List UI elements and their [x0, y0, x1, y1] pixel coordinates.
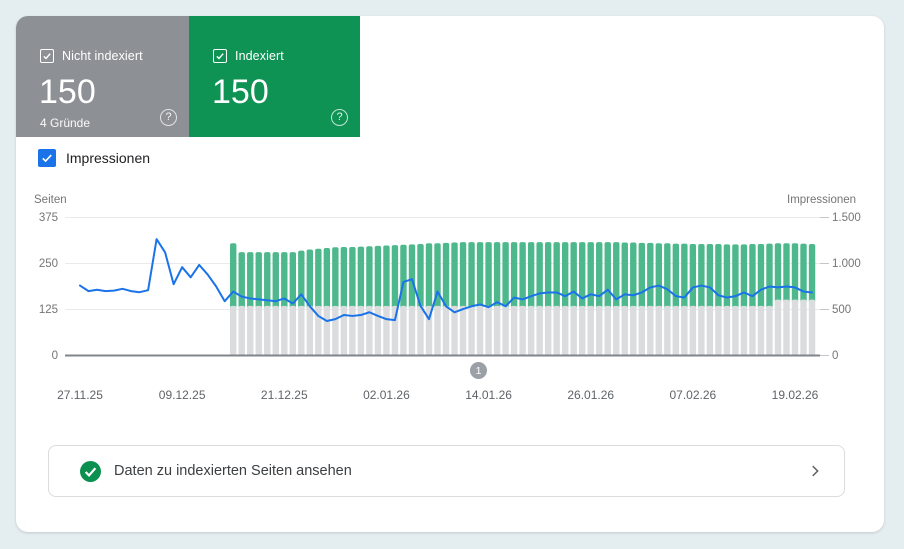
impressions-toggle-row: Impressionen [38, 149, 150, 167]
left-axis-tick: 0 [51, 349, 58, 362]
metric-card-header: Nicht indexiert [40, 49, 143, 63]
right-axis-tick: 1.500 [832, 211, 861, 224]
checkbox-not-indexed[interactable] [40, 49, 54, 63]
x-axis-label: 02.01.26 [363, 388, 410, 402]
metric-card-header: Indexiert [213, 49, 284, 63]
check-circle-icon [80, 460, 101, 482]
x-axis-label: 26.01.26 [567, 388, 615, 402]
x-axis-label: 19.02.26 [771, 388, 819, 402]
pagination-page-1[interactable]: 1 [470, 362, 487, 379]
right-axis-tick: 500 [832, 303, 852, 316]
checkbox-indexed[interactable] [213, 49, 227, 63]
left-axis-tick: 250 [38, 257, 58, 270]
checkmark-icon [43, 53, 51, 60]
metric-reasons: 4 Gründe [40, 116, 91, 130]
right-axis-tick: 1.000 [832, 257, 861, 270]
help-icon[interactable]: ? [160, 109, 177, 126]
impressions-label: Impressionen [66, 150, 151, 166]
footer-link-label: Daten zu indexierten Seiten ansehen [114, 463, 352, 479]
metric-value: 150 [212, 73, 269, 111]
right-axis-tick: 0 [832, 349, 839, 362]
help-icon[interactable]: ? [331, 109, 348, 126]
checkmark-icon [42, 154, 52, 163]
right-axis-title: Impressionen [787, 194, 857, 206]
x-axis-label: 14.01.26 [465, 388, 512, 402]
metric-value: 150 [39, 73, 96, 111]
x-axis-label: 07.02.26 [669, 388, 717, 402]
view-indexed-data-link[interactable]: Daten zu indexierten Seiten ansehen [48, 445, 845, 497]
x-axis-label: 09.12.25 [158, 388, 206, 402]
impressions-checkbox[interactable] [38, 149, 56, 167]
metric-label: Indexiert [235, 49, 284, 63]
metric-card-not-indexed[interactable]: Nicht indexiert 150 4 Gründe ? [16, 16, 189, 137]
left-axis-tick: 125 [38, 303, 58, 316]
left-axis-tick: 375 [38, 211, 58, 224]
chevron-right-icon [806, 462, 824, 480]
metric-card-indexed[interactable]: Indexiert 150 ? [189, 16, 360, 137]
x-axis-label: 27.11.25 [57, 388, 103, 402]
left-axis-title: Seiten [34, 194, 67, 206]
x-axis-label: 21.12.25 [260, 388, 308, 402]
metric-label: Nicht indexiert [62, 49, 143, 63]
checkmark-icon [216, 53, 224, 60]
